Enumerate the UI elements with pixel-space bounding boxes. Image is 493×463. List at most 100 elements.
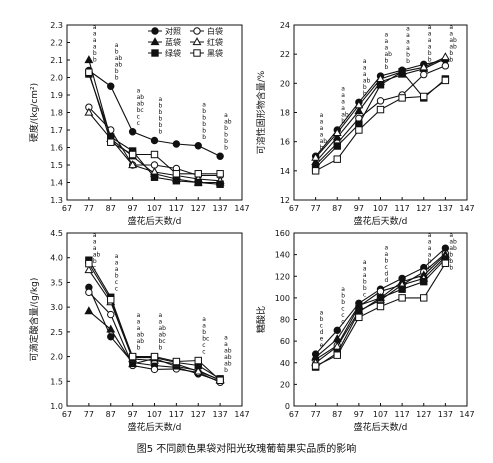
y-tick-label: 1.6 xyxy=(50,144,63,153)
chart-panel-soluble-solids: 12 14 16 18 20 22 24 67 77 87 97 107 117 127 137 147 盛花后… xyxy=(255,21,475,227)
y-tick-label: 160 xyxy=(275,229,290,238)
data-point xyxy=(333,326,341,335)
significance-label: b xyxy=(224,131,228,138)
data-point xyxy=(194,356,202,365)
significance-label: b xyxy=(341,299,345,306)
significance-label: c xyxy=(115,279,118,286)
data-point xyxy=(398,94,406,102)
legend-marker xyxy=(192,37,202,46)
significance-label: a xyxy=(137,325,141,332)
significance-label: c xyxy=(137,120,140,127)
data-point xyxy=(84,107,94,116)
x-tick-label: 107 xyxy=(373,204,388,213)
data-point xyxy=(84,55,94,64)
x-tick-label: 137 xyxy=(438,204,453,213)
significance-label: a xyxy=(224,341,228,348)
legend-entry: 对照 xyxy=(165,26,181,36)
significance-label: b xyxy=(449,265,453,272)
legend-marker xyxy=(151,49,159,57)
significance-label: ab xyxy=(137,100,145,107)
significance-label: b xyxy=(115,48,119,55)
significance-label: c xyxy=(320,323,323,330)
series-5 xyxy=(85,68,224,178)
significance-label: c xyxy=(93,265,96,272)
significance-label: a xyxy=(385,251,389,258)
data-point xyxy=(376,105,385,114)
x-tick-label: 97 xyxy=(128,410,138,419)
y-axis-label: 糖酸比 xyxy=(255,306,267,333)
significance-label: a xyxy=(428,37,432,44)
data-point xyxy=(332,128,342,137)
data-point xyxy=(420,277,428,286)
significance-label: ab xyxy=(224,118,232,125)
significance-label: c xyxy=(341,305,344,312)
x-tick-label: 107 xyxy=(373,410,388,419)
x-tick-label: 117 xyxy=(169,204,184,213)
significance-label: e xyxy=(320,336,324,343)
significance-label: a xyxy=(159,319,163,326)
data-point xyxy=(128,160,138,169)
significance-label: b xyxy=(159,103,163,110)
y-tick-label: 1.8 xyxy=(50,109,63,118)
data-point xyxy=(333,155,341,163)
significance-label: a xyxy=(202,316,206,323)
significance-label: a xyxy=(385,45,389,52)
significance-label: a xyxy=(385,245,389,252)
significance-label: b xyxy=(449,50,453,57)
significance-label: a xyxy=(137,312,141,319)
significance-label: a xyxy=(363,71,367,78)
y-tick-label: 4.0 xyxy=(50,254,63,263)
chart-panel-titratable-acid: 1.0 1.5 2.0 2.5 3.0 3.5 4.0 4.5 67 77 87 97 107 117 12… xyxy=(28,229,250,433)
y-tick-label: 100 xyxy=(275,294,290,303)
data-point xyxy=(420,92,428,101)
series-5 xyxy=(311,76,450,175)
data-point xyxy=(332,132,342,141)
data-point xyxy=(311,167,320,175)
significance-label: b xyxy=(159,129,163,136)
y-tick-label: 60 xyxy=(280,337,290,346)
significance-label: a xyxy=(115,42,119,49)
significance-label: b xyxy=(159,345,163,352)
significance-label: b xyxy=(115,68,119,75)
data-point xyxy=(376,81,385,89)
x-tick-label: 87 xyxy=(106,204,116,213)
data-point xyxy=(398,67,406,76)
y-tick-label: 2.5 xyxy=(50,328,63,337)
significance-label: a xyxy=(137,319,141,326)
significance-label: a xyxy=(202,101,206,108)
data-point xyxy=(172,177,181,185)
data-point xyxy=(333,142,341,150)
data-point xyxy=(216,170,224,178)
chart-panel-sugar-acid-ratio: 0 20 40 60 80 100 120 140 160 67 77 87 97 107 117 127 13… xyxy=(255,229,475,433)
significance-label: b xyxy=(363,278,367,285)
data-point xyxy=(107,138,115,146)
significance-label: ab xyxy=(449,44,457,51)
significance-label: a xyxy=(224,334,228,341)
significance-label: b xyxy=(385,258,389,265)
significance-label: a xyxy=(428,239,432,246)
significance-label: c xyxy=(202,349,205,356)
significance-label: a xyxy=(363,64,367,71)
x-tick-label: 137 xyxy=(438,410,453,419)
significance-label: b xyxy=(385,64,389,71)
x-tick-label: 97 xyxy=(354,410,364,419)
significance-label: bc xyxy=(202,336,209,343)
significance-label: b xyxy=(363,84,367,91)
y-tick-label: 3.0 xyxy=(50,303,63,312)
y-tick-label: 22 xyxy=(280,50,290,59)
significance-label: a xyxy=(341,92,345,99)
significance-label: b xyxy=(224,125,228,132)
legend-entry: 黑袋 xyxy=(207,48,223,58)
significance-label: ab xyxy=(449,245,457,252)
data-point xyxy=(128,128,137,136)
x-axis-label: 盛花后天数/d xyxy=(354,421,408,433)
y-tick-label: 16 xyxy=(280,138,290,147)
significance-label: b xyxy=(341,118,345,125)
significance-label: ab xyxy=(115,55,123,62)
legend-entry: 白袋 xyxy=(207,26,223,36)
chart-panel-hardness: 1.3 1.4 1.5 1.6 1.7 1.8 1.9 2.0 2.1 2.2 2.3 67 77 87 9… xyxy=(28,21,250,227)
significance-label: a xyxy=(449,31,453,38)
data-point xyxy=(376,294,385,302)
significance-label: a xyxy=(428,44,432,51)
data-point xyxy=(150,352,159,361)
